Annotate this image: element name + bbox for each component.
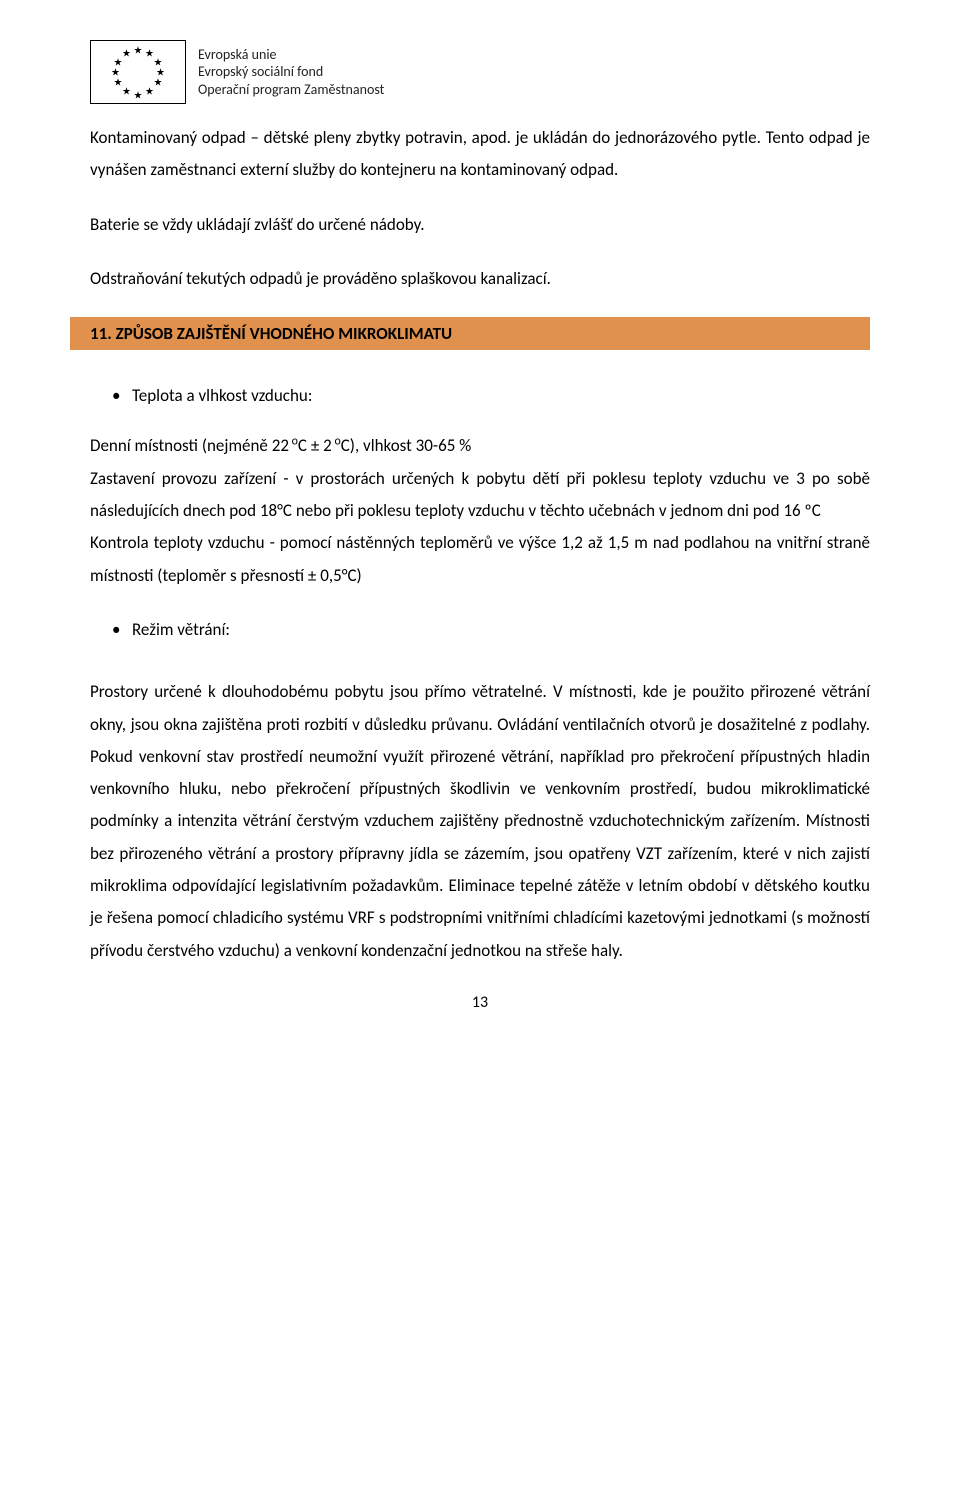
paragraph-4: Denní místnosti (nejméně 22 oC ± 2 oC), … xyxy=(90,430,870,462)
bullet-temp-humidity: Teplota a vlhkost vzduchu: xyxy=(90,380,870,412)
eu-header-line3: Operační program Zaměstnanost xyxy=(198,81,384,99)
eu-header-text: Evropská unie Evropský sociální fond Ope… xyxy=(198,46,384,99)
paragraph-5: Zastavení provozu zařízení - v prostorác… xyxy=(90,463,870,528)
p4-part-c: C), vlhkost 30-65 % xyxy=(341,435,472,456)
paragraph-1: Kontaminovaný odpad – dětské pleny zbytk… xyxy=(90,122,870,187)
p4-part-b: C ± 2 xyxy=(298,435,332,456)
eu-header-line2: Evropský sociální fond xyxy=(198,63,384,81)
paragraph-2: Baterie se vždy ukládají zvlášť do určen… xyxy=(90,209,870,241)
page-number: 13 xyxy=(90,993,870,1012)
paragraph-3: Odstraňování tekutých odpadů je prováděn… xyxy=(90,263,870,295)
eu-header: ★ ★ ★ ★ ★ ★ ★ ★ ★ ★ ★ ★ Evropská unie Ev… xyxy=(90,40,870,104)
bullet-ventilation: Režim větrání: xyxy=(90,614,870,646)
eu-flag-icon: ★ ★ ★ ★ ★ ★ ★ ★ ★ ★ ★ ★ xyxy=(90,40,186,104)
eu-header-line1: Evropská unie xyxy=(198,46,384,64)
paragraph-6: Kontrola teploty vzduchu - pomocí nástěn… xyxy=(90,527,870,592)
paragraph-7: Prostory určené k dlouhodobému pobytu js… xyxy=(90,676,870,967)
p4-part-a: Denní místnosti (nejméně 22 xyxy=(90,435,289,456)
section-heading: 11. ZPŮSOB ZAJIŠTĚNÍ VHODNÉHO MIKROKLIMA… xyxy=(70,317,870,350)
degree-sup-1: o xyxy=(289,435,298,449)
degree-sup-2: o xyxy=(332,435,341,449)
